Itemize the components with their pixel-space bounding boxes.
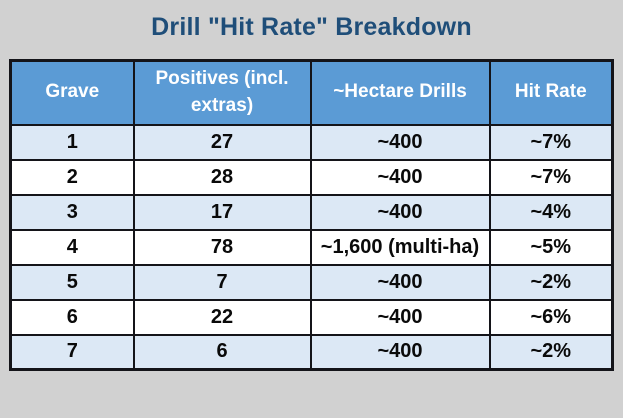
table-cell: ~400: [309, 263, 491, 301]
table-row: 4 78 ~1,600 (multi-ha) ~5%: [9, 228, 614, 266]
table-cell: 6: [132, 333, 312, 371]
table-cell: ~6%: [488, 298, 614, 336]
table-row: 1 27 ~400 ~7%: [9, 123, 614, 161]
table-cell: ~400: [309, 158, 491, 196]
table-cell: 5: [9, 263, 135, 301]
table-row: 6 22 ~400 ~6%: [9, 298, 614, 336]
table-row: 5 7 ~400 ~2%: [9, 263, 614, 301]
table-row: 3 17 ~400 ~4%: [9, 193, 614, 231]
table-cell: ~7%: [488, 123, 614, 161]
column-header: Positives (incl. extras): [132, 59, 312, 126]
table-cell: ~400: [309, 298, 491, 336]
table-cell: 7: [9, 333, 135, 371]
table-cell: ~400: [309, 193, 491, 231]
table-cell: ~7%: [488, 158, 614, 196]
hit-rate-table: Grave Positives (incl. extras) ~Hectare Dr…: [9, 59, 614, 371]
table-cell: ~2%: [488, 263, 614, 301]
column-header: Grave: [9, 59, 135, 126]
table-cell: 28: [132, 158, 312, 196]
table-cell: ~2%: [488, 333, 614, 371]
table-row: 7 6 ~400 ~2%: [9, 333, 614, 371]
column-header: ~Hectare Drills: [309, 59, 491, 126]
table-header: Grave Positives (incl. extras) ~Hectare Dr…: [9, 59, 614, 126]
table-cell: 17: [132, 193, 312, 231]
table-cell: 27: [132, 123, 312, 161]
table-cell: 7: [132, 263, 312, 301]
table-cell: 4: [9, 228, 135, 266]
table-cell: 22: [132, 298, 312, 336]
table-header-row: Grave Positives (incl. extras) ~Hectare Dr…: [9, 59, 614, 126]
table-cell: 3: [9, 193, 135, 231]
table-cell: ~400: [309, 123, 491, 161]
table-cell: 2: [9, 158, 135, 196]
table-cell: 78: [132, 228, 312, 266]
table-cell: ~4%: [488, 193, 614, 231]
table-cell: 6: [9, 298, 135, 336]
page-title: Drill "Hit Rate" Breakdown: [151, 13, 472, 41]
column-header: Hit Rate: [488, 59, 614, 126]
table-body: 1 27 ~400 ~7% 2 28 ~400 ~7% 3 17 ~400 ~4% 4 78 ~1,600 …: [9, 123, 614, 371]
table-cell: 1: [9, 123, 135, 161]
table-cell: ~1,600 (multi-ha): [309, 228, 491, 266]
table-row: 2 28 ~400 ~7%: [9, 158, 614, 196]
table-cell: ~400: [309, 333, 491, 371]
table-cell: ~5%: [488, 228, 614, 266]
